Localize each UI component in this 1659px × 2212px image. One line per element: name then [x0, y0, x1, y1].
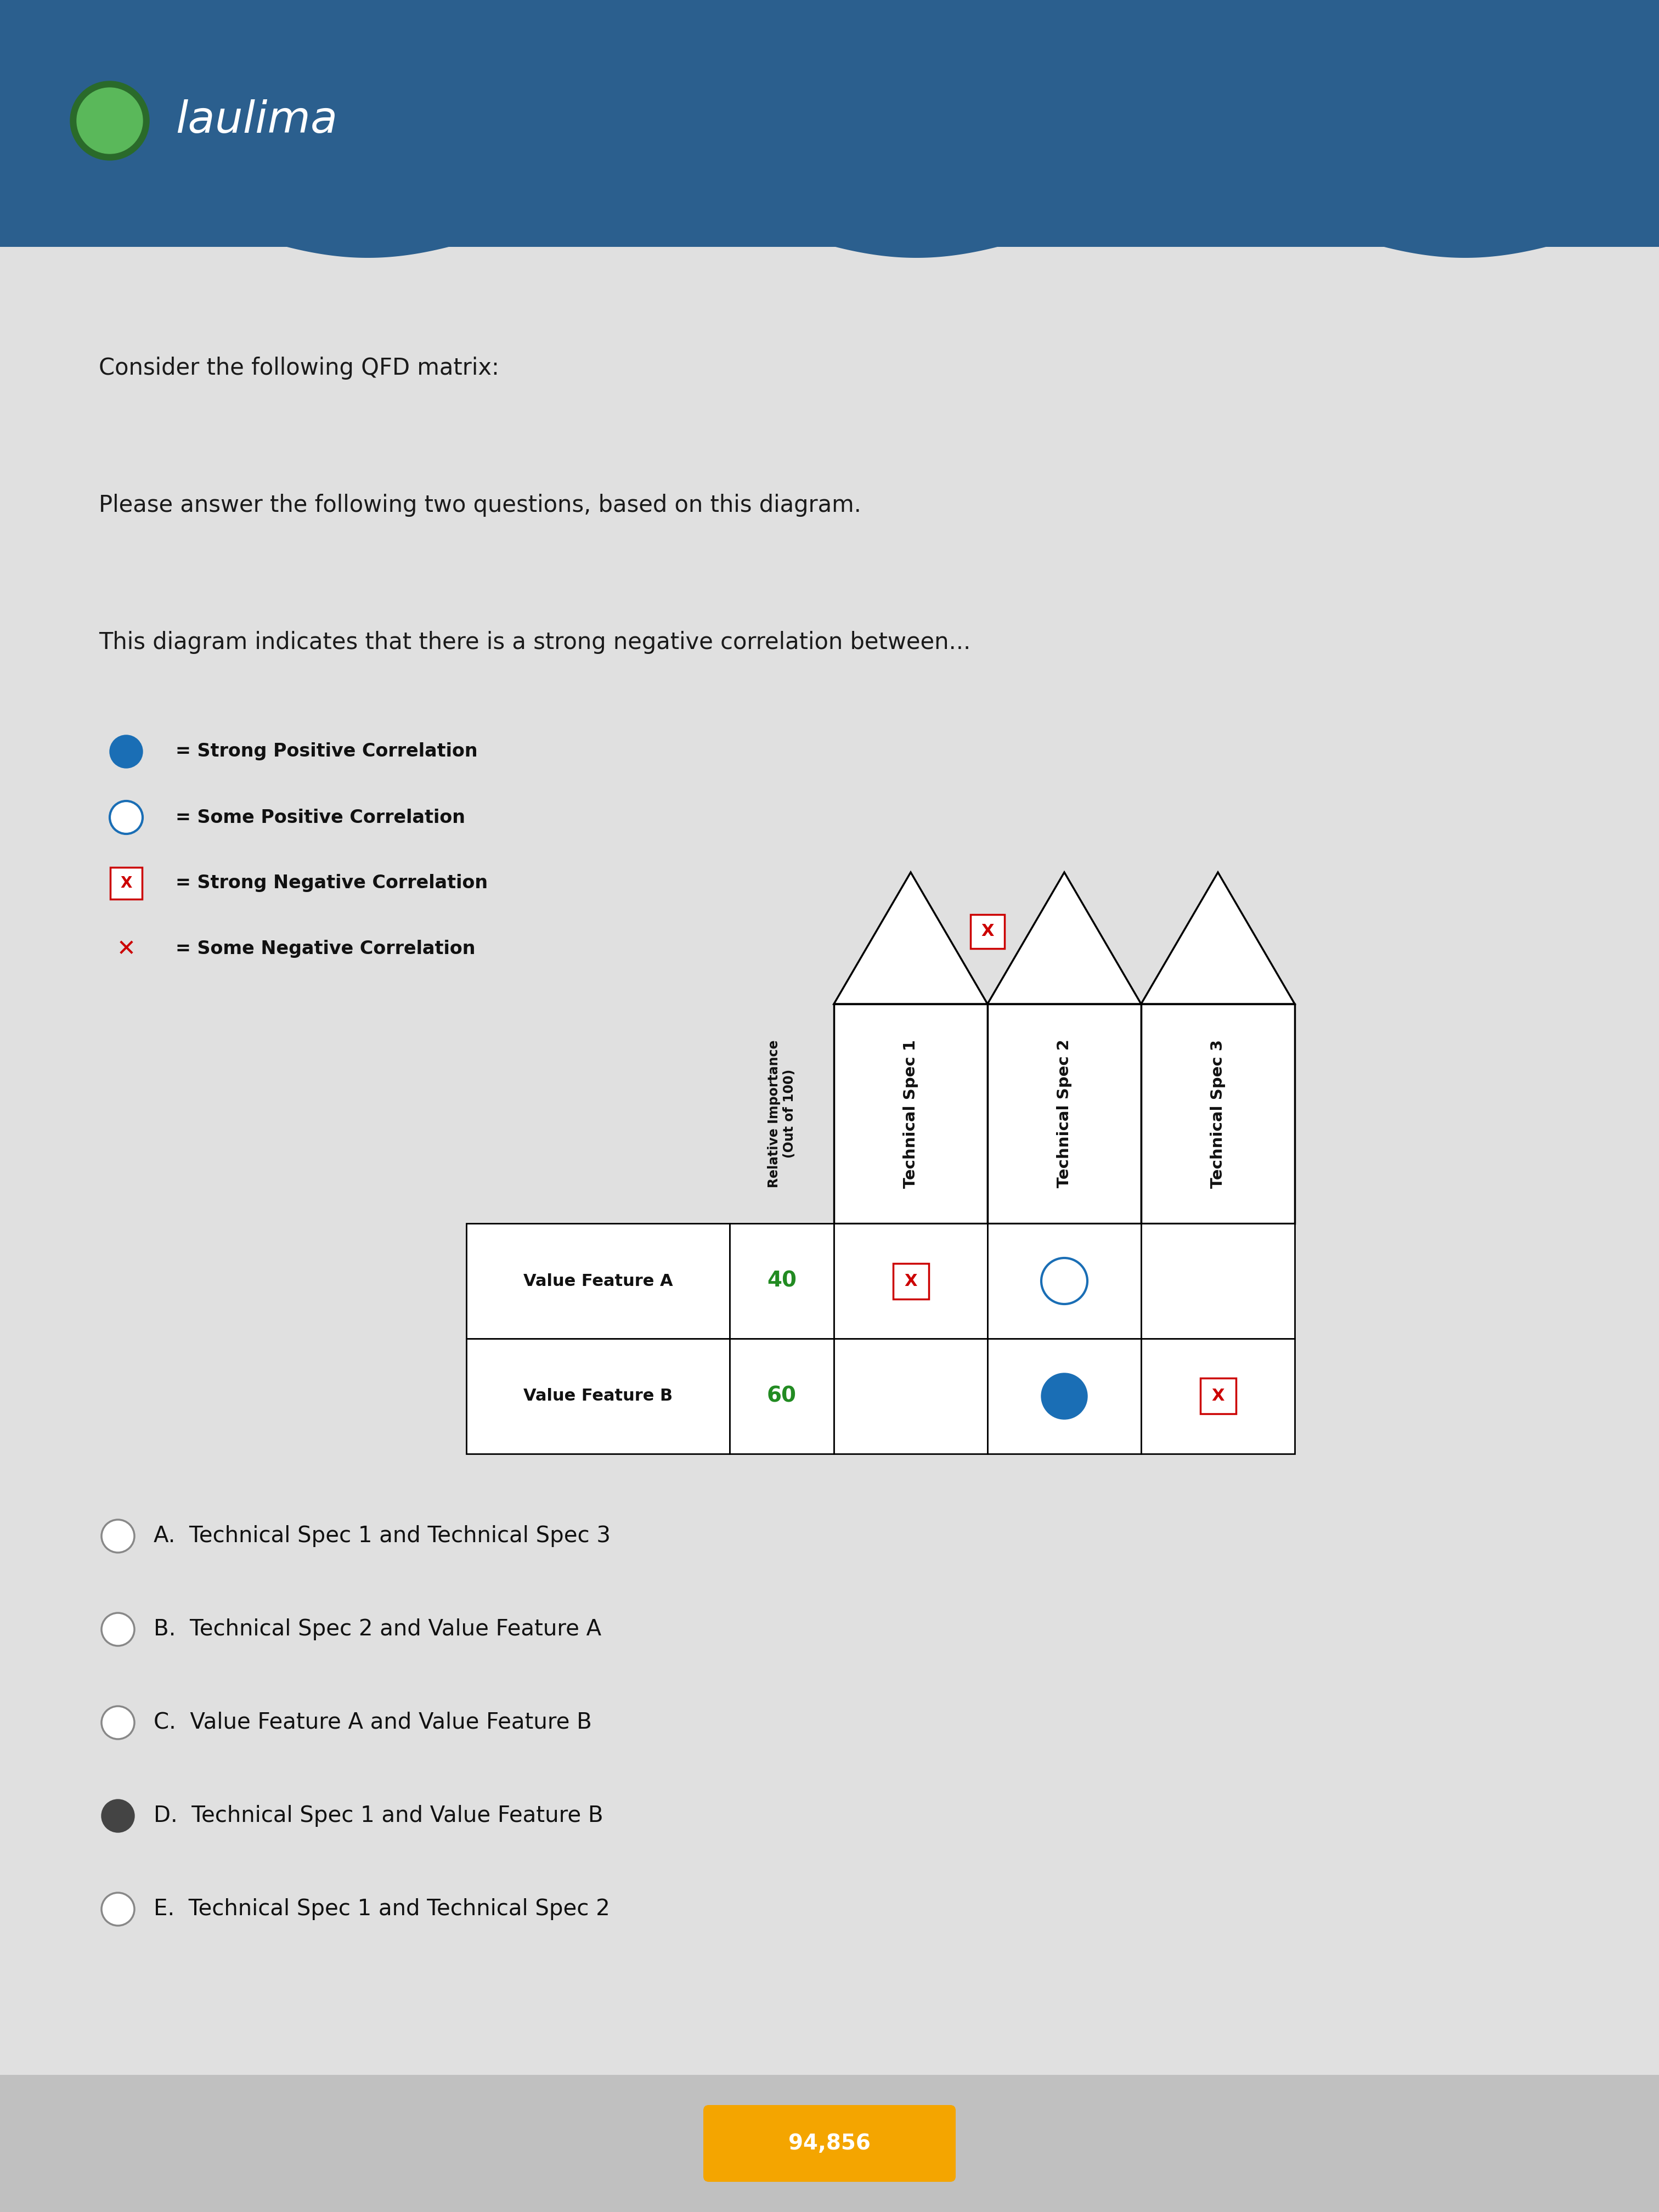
Text: C.  Value Feature A and Value Feature B: C. Value Feature A and Value Feature B [154, 1712, 592, 1734]
FancyBboxPatch shape [834, 1338, 987, 1453]
Text: Relative Importance
(Out of 100): Relative Importance (Out of 100) [768, 1040, 796, 1188]
Text: This diagram indicates that there is a strong negative correlation between...: This diagram indicates that there is a s… [100, 630, 971, 655]
FancyBboxPatch shape [703, 2106, 956, 2181]
Circle shape [70, 82, 149, 159]
FancyBboxPatch shape [987, 1223, 1141, 1338]
Polygon shape [0, 204, 1659, 259]
FancyBboxPatch shape [1199, 1378, 1236, 1413]
Text: = Strong Negative Correlation: = Strong Negative Correlation [176, 874, 488, 891]
FancyBboxPatch shape [1141, 1338, 1294, 1453]
Text: X: X [1211, 1389, 1224, 1405]
Text: X: X [904, 1274, 917, 1290]
Text: laulima: laulima [176, 100, 337, 142]
FancyBboxPatch shape [730, 1338, 834, 1453]
Text: 60: 60 [766, 1385, 796, 1407]
Text: = Some Positive Correlation: = Some Positive Correlation [176, 807, 465, 827]
Circle shape [101, 1893, 134, 1927]
FancyBboxPatch shape [834, 1223, 987, 1338]
FancyBboxPatch shape [109, 867, 143, 898]
Text: E.  Technical Spec 1 and Technical Spec 2: E. Technical Spec 1 and Technical Spec 2 [154, 1898, 611, 1920]
Circle shape [109, 734, 143, 768]
Text: Technical Spec 3: Technical Spec 3 [1209, 1040, 1226, 1188]
Circle shape [76, 88, 143, 153]
FancyBboxPatch shape [1141, 1223, 1294, 1338]
FancyBboxPatch shape [466, 1338, 730, 1453]
Circle shape [101, 1798, 134, 1832]
FancyBboxPatch shape [893, 1263, 929, 1298]
Text: Value Feature B: Value Feature B [523, 1389, 672, 1405]
Text: Please answer the following two questions, based on this diagram.: Please answer the following two question… [100, 493, 861, 518]
Text: = Strong Positive Correlation: = Strong Positive Correlation [176, 743, 478, 761]
Circle shape [101, 1705, 134, 1739]
Text: Consider the following QFD matrix:: Consider the following QFD matrix: [100, 356, 499, 380]
Polygon shape [834, 872, 987, 1004]
Text: B.  Technical Spec 2 and Value Feature A: B. Technical Spec 2 and Value Feature A [154, 1619, 601, 1641]
Circle shape [1042, 1259, 1087, 1305]
Text: D.  Technical Spec 1 and Value Feature B: D. Technical Spec 1 and Value Feature B [154, 1805, 604, 1827]
Text: X: X [980, 925, 994, 940]
FancyBboxPatch shape [987, 1338, 1141, 1453]
Circle shape [109, 801, 143, 834]
Text: ✕: ✕ [116, 938, 136, 960]
Text: = Some Negative Correlation: = Some Negative Correlation [176, 940, 476, 958]
FancyBboxPatch shape [971, 914, 1004, 949]
Text: Technical Spec 2: Technical Spec 2 [1057, 1040, 1072, 1188]
Text: X: X [121, 876, 133, 891]
FancyBboxPatch shape [1141, 1004, 1294, 1223]
Text: 40: 40 [766, 1270, 796, 1292]
FancyBboxPatch shape [987, 1004, 1141, 1223]
Circle shape [101, 1613, 134, 1646]
FancyBboxPatch shape [834, 1004, 987, 1223]
Text: 94,856: 94,856 [788, 2132, 871, 2154]
FancyBboxPatch shape [730, 1223, 834, 1338]
Circle shape [101, 1520, 134, 1553]
FancyBboxPatch shape [466, 1223, 730, 1338]
Polygon shape [1141, 872, 1294, 1004]
Polygon shape [0, 0, 1659, 248]
Text: A.  Technical Spec 1 and Technical Spec 3: A. Technical Spec 1 and Technical Spec 3 [154, 1524, 611, 1546]
Polygon shape [987, 872, 1141, 1004]
Text: Technical Spec 1: Technical Spec 1 [902, 1040, 919, 1188]
Text: Value Feature A: Value Feature A [523, 1274, 674, 1290]
Circle shape [1042, 1374, 1087, 1420]
FancyBboxPatch shape [0, 2075, 1659, 2212]
